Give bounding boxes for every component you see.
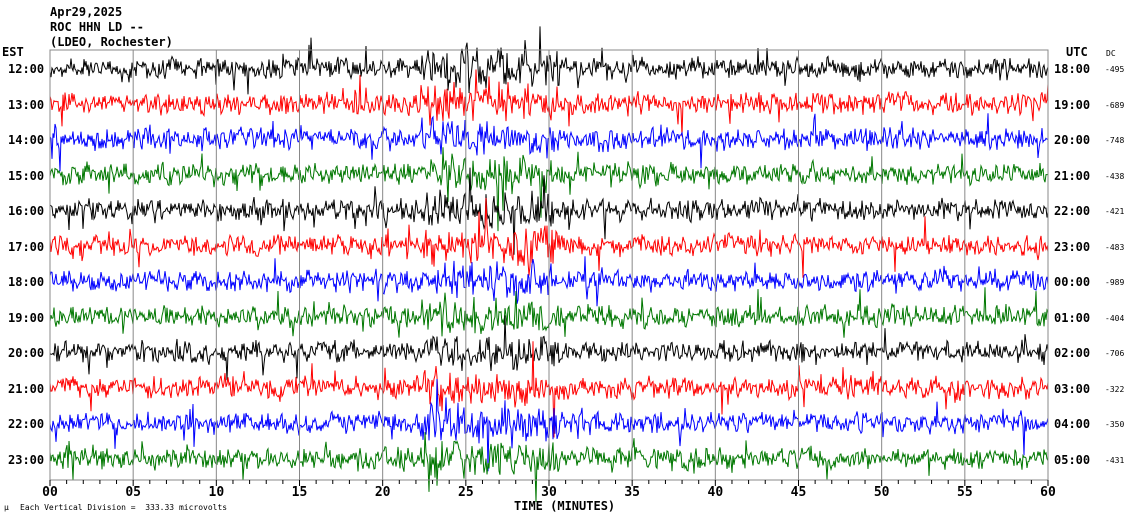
utc-tick-label: 20:00: [1054, 133, 1091, 147]
x-tick-label: 50: [874, 485, 890, 500]
scale-note: Each Vertical Division = 333.33 microvol…: [20, 503, 228, 512]
dc-value: -706: [1105, 349, 1125, 358]
est-tick-label: 20:00: [8, 346, 45, 360]
x-tick-label: 10: [209, 485, 225, 500]
utc-tick-label: 18:00: [1054, 62, 1091, 76]
dc-value: -748: [1105, 136, 1125, 145]
network-label: (LDEO, Rochester): [50, 35, 173, 49]
utc-tick-label: 00:00: [1054, 275, 1091, 289]
x-tick-label: 35: [624, 485, 640, 500]
dc-value: -483: [1105, 242, 1125, 252]
x-tick-label: 20: [375, 485, 391, 500]
est-tick-label: 16:00: [8, 204, 45, 218]
dc-header: DC: [1106, 49, 1116, 58]
dc-value: -438: [1105, 171, 1125, 181]
dc-value: -322: [1105, 384, 1125, 394]
scale-icon: µ: [4, 503, 9, 512]
x-tick-label: 60: [1040, 485, 1056, 500]
utc-tick-label: 02:00: [1054, 346, 1091, 360]
utc-tick-label: 19:00: [1054, 97, 1091, 112]
dc-value: -421: [1105, 207, 1125, 216]
date-label: Apr29,2025: [50, 5, 123, 19]
dc-value: -989: [1105, 278, 1125, 287]
station-label: ROC HHN LD --: [50, 20, 144, 34]
utc-tick-label: 22:00: [1054, 204, 1091, 218]
utc-tick-label: 21:00: [1054, 168, 1091, 183]
x-tick-label: 05: [125, 485, 141, 500]
est-tick-label: 18:00: [8, 275, 45, 289]
est-tick-label: 22:00: [8, 417, 45, 431]
utc-tick-label: 05:00: [1054, 452, 1091, 467]
x-tick-label: 40: [708, 485, 724, 500]
dc-value: -431: [1105, 455, 1125, 465]
utc-tick-label: 03:00: [1054, 381, 1091, 396]
x-tick-label: 30: [541, 485, 557, 500]
utc-tick-label: 23:00: [1054, 239, 1091, 254]
utc-tick-label: 04:00: [1054, 417, 1091, 431]
dc-value: -404: [1105, 313, 1125, 323]
utc-axis-label: UTC: [1066, 45, 1088, 59]
x-tick-label: 00: [42, 485, 58, 500]
dc-value: -350: [1105, 420, 1125, 429]
est-tick-label: 23:00: [8, 452, 45, 467]
x-tick-label: 15: [292, 485, 308, 500]
est-tick-label: 17:00: [8, 239, 45, 254]
est-tick-label: 21:00: [8, 381, 45, 396]
est-tick-label: 12:00: [8, 62, 45, 76]
est-tick-label: 14:00: [8, 133, 45, 147]
est-axis-label: EST: [2, 45, 24, 59]
est-tick-label: 15:00: [8, 168, 45, 183]
x-tick-label: 55: [957, 485, 973, 500]
est-tick-label: 19:00: [8, 310, 45, 325]
x-tick-label: 45: [791, 485, 807, 500]
utc-tick-label: 01:00: [1054, 310, 1091, 325]
dc-value: -495: [1105, 65, 1125, 74]
x-tick-label: 25: [458, 485, 474, 500]
dc-value: -689: [1105, 100, 1125, 110]
est-tick-label: 13:00: [8, 97, 45, 112]
x-axis-title: TIME (MINUTES): [514, 499, 616, 513]
